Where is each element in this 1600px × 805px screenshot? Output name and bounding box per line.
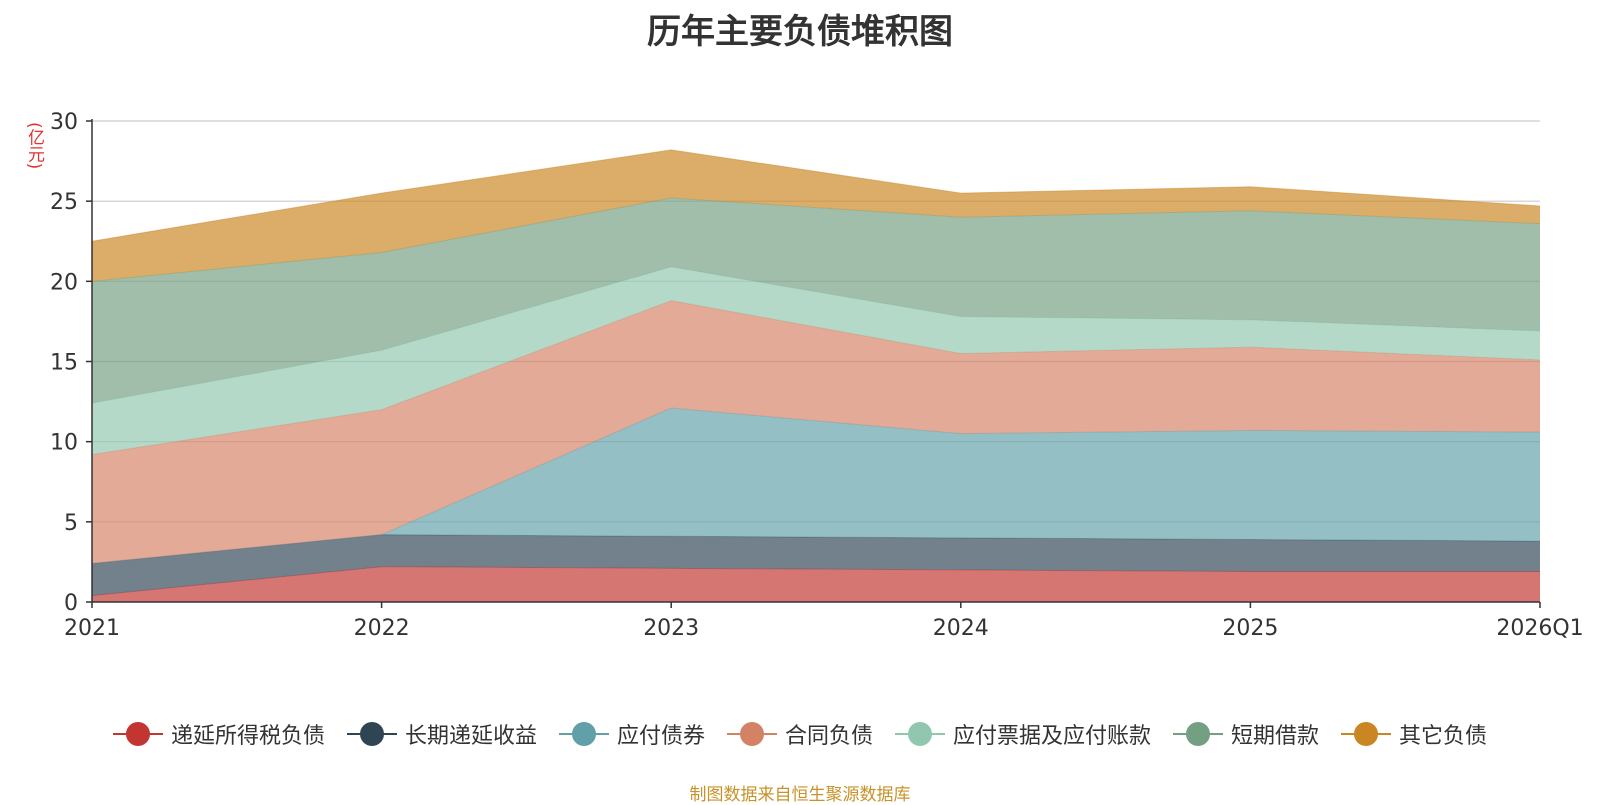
legend-label: 合同负债 <box>784 724 873 749</box>
legend-marker-icon <box>1341 722 1392 746</box>
area-series-6 <box>92 149 1540 282</box>
legend-item[interactable]: 应付票据及应付账款 <box>895 718 1151 750</box>
legend-marker-icon <box>895 722 945 746</box>
legend-item[interactable]: 应付债券 <box>558 718 705 750</box>
legend-item[interactable]: 其它负债 <box>1341 718 1487 750</box>
y-tick-label: 15 <box>50 351 78 376</box>
y-tick-label: 5 <box>64 511 78 536</box>
legend: 递延所得税负债 长期递延收益 应付债券 合同负债 应付票据及应付账款 短期借款 其它负债 <box>0 718 1600 750</box>
legend-label: 递延所得税负债 <box>170 724 325 749</box>
source-note: 制图数据来自恒生聚源数据库 <box>689 785 911 805</box>
chart-title: 历年主要负债堆积图 <box>647 12 953 52</box>
legend-marker-icon <box>1173 722 1224 746</box>
area-series-4 <box>92 266 1540 455</box>
y-tick-label: 25 <box>50 190 78 215</box>
x-tick-label: 2021 <box>64 616 120 641</box>
legend-marker-icon <box>346 722 397 746</box>
legend-label: 应付债券 <box>616 724 705 749</box>
x-tick-label: 2023 <box>643 616 699 641</box>
legend-label: 其它负债 <box>1399 724 1488 749</box>
area-series-5 <box>92 197 1540 404</box>
legend-marker-icon <box>112 722 163 746</box>
area-series-2 <box>92 407 1540 564</box>
area-series-3 <box>92 300 1540 564</box>
legend-item[interactable]: 递延所得税负债 <box>112 718 325 750</box>
legend-label: 长期递延收益 <box>404 724 537 749</box>
legend-label: 短期借款 <box>1231 724 1320 749</box>
x-tick-label: 2024 <box>933 616 989 641</box>
area-series-1 <box>92 534 1540 596</box>
legend-item[interactable]: 长期递延收益 <box>346 718 537 750</box>
legend-marker-icon <box>558 722 609 746</box>
area-series-0 <box>92 566 1540 602</box>
series-line-6 <box>91 149 1541 242</box>
x-tick-label: 2022 <box>354 616 410 641</box>
y-tick-label: 10 <box>50 431 78 456</box>
y-tick-label: 30 <box>50 110 78 135</box>
legend-item[interactable]: 短期借款 <box>1173 718 1319 750</box>
legend-label: 应付票据及应付账款 <box>953 724 1152 749</box>
x-tick-label: 2026Q1 <box>1496 616 1583 641</box>
x-tick-label: 2025 <box>1222 616 1278 641</box>
y-tick-label: 0 <box>64 591 78 616</box>
y-tick-label: 20 <box>50 270 78 295</box>
legend-item[interactable]: 合同负债 <box>726 718 873 750</box>
y-axis-unit: (亿元) <box>24 122 44 170</box>
legend-marker-icon <box>726 722 777 746</box>
